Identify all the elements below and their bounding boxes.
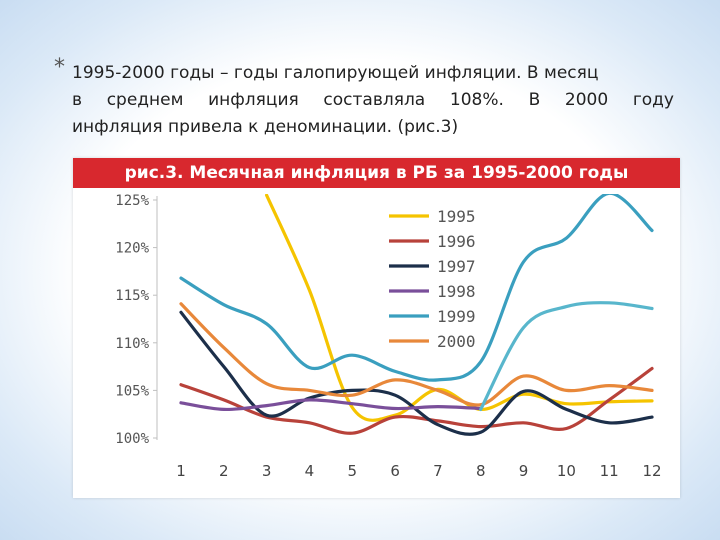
x-tick-label: 5 [347, 462, 357, 480]
chart-frame: рис.3. Месячная инфляция в РБ за 1995-20… [73, 158, 680, 498]
caption-line-2: в среднем инфляция составляла 108%. В 20… [72, 90, 674, 110]
legend-label: 1996 [437, 232, 476, 251]
x-tick-label: 3 [262, 462, 272, 480]
chart-title: рис.3. Месячная инфляция в РБ за 1995-20… [73, 158, 680, 188]
y-tick-label: 110% [115, 336, 149, 352]
x-tick-label: 9 [519, 462, 529, 480]
x-tick-label: 10 [557, 462, 576, 480]
series-line-2000 [179, 302, 654, 407]
x-tick-label: 8 [476, 462, 486, 480]
x-tick-label: 11 [600, 462, 619, 480]
caption-text: * 1995-2000 годы – годы галопирующей инф… [54, 55, 674, 141]
x-tick-label: 12 [642, 462, 661, 480]
caption-line-3: инфляция привела к деноминации. (рис.3) [72, 117, 459, 137]
x-tick-label: 6 [390, 462, 400, 480]
y-tick-label: 120% [115, 241, 149, 257]
x-tick-label: 4 [305, 462, 315, 480]
x-tick-label: 1 [176, 462, 186, 480]
legend-label: 1998 [437, 282, 476, 301]
legend-label: 1995 [437, 207, 476, 226]
series-line-1998 [179, 398, 483, 412]
legend-label: 1997 [437, 257, 476, 276]
series-line-1996 [179, 366, 654, 435]
legend-label: 2000 [437, 332, 476, 351]
series-line-unnamed [479, 301, 654, 411]
x-tick-label: 2 [219, 462, 229, 480]
y-tick-label: 105% [115, 383, 149, 399]
inflation-line-chart: 100%105%110%115%120%125%1 2 3 4 5 6 7 8 9 10 11 12 … [115, 193, 661, 480]
series-line-1999 [179, 194, 654, 382]
y-tick-label: 115% [115, 288, 149, 304]
y-tick-label: 100% [115, 431, 149, 447]
legend-label: 1999 [437, 307, 476, 326]
bullet-star: * [54, 55, 65, 80]
x-tick-label: 7 [433, 462, 443, 480]
y-tick-label: 125% [115, 193, 149, 209]
caption-line-1: 1995-2000 годы – годы галопирующей инфля… [72, 63, 599, 83]
